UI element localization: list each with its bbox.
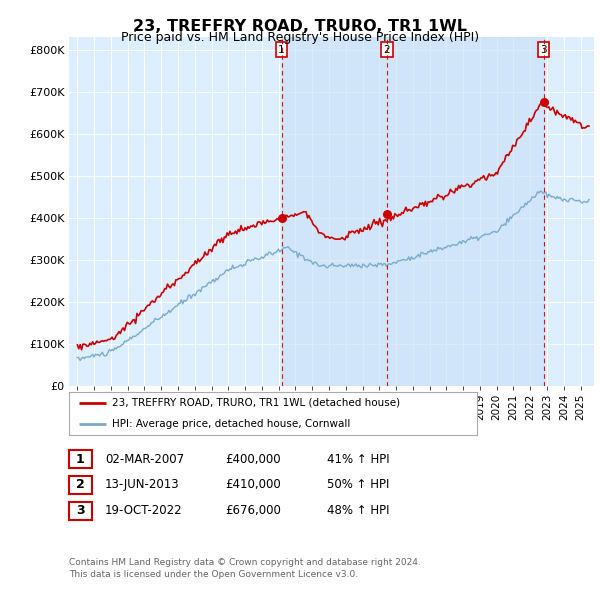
Text: 3: 3	[76, 504, 85, 517]
Text: 48% ↑ HPI: 48% ↑ HPI	[327, 504, 389, 517]
Text: Contains HM Land Registry data © Crown copyright and database right 2024.
This d: Contains HM Land Registry data © Crown c…	[69, 558, 421, 579]
Text: 1: 1	[278, 45, 285, 55]
Text: 13-JUN-2013: 13-JUN-2013	[105, 478, 179, 491]
Text: £676,000: £676,000	[225, 504, 281, 517]
Text: 41% ↑ HPI: 41% ↑ HPI	[327, 453, 389, 466]
Text: 50% ↑ HPI: 50% ↑ HPI	[327, 478, 389, 491]
Text: £410,000: £410,000	[225, 478, 281, 491]
Text: 2: 2	[383, 45, 390, 55]
Text: 1: 1	[76, 453, 85, 466]
Text: 19-OCT-2022: 19-OCT-2022	[105, 504, 182, 517]
Text: Price paid vs. HM Land Registry's House Price Index (HPI): Price paid vs. HM Land Registry's House …	[121, 31, 479, 44]
Text: HPI: Average price, detached house, Cornwall: HPI: Average price, detached house, Corn…	[112, 419, 350, 429]
Text: 02-MAR-2007: 02-MAR-2007	[105, 453, 184, 466]
Text: £400,000: £400,000	[225, 453, 281, 466]
Text: 23, TREFFRY ROAD, TRURO, TR1 1WL (detached house): 23, TREFFRY ROAD, TRURO, TR1 1WL (detach…	[112, 398, 400, 408]
Text: 23, TREFFRY ROAD, TRURO, TR1 1WL: 23, TREFFRY ROAD, TRURO, TR1 1WL	[133, 19, 467, 34]
Bar	[281, 37, 544, 386]
Text: 3: 3	[540, 45, 547, 55]
Text: 2: 2	[76, 478, 85, 491]
